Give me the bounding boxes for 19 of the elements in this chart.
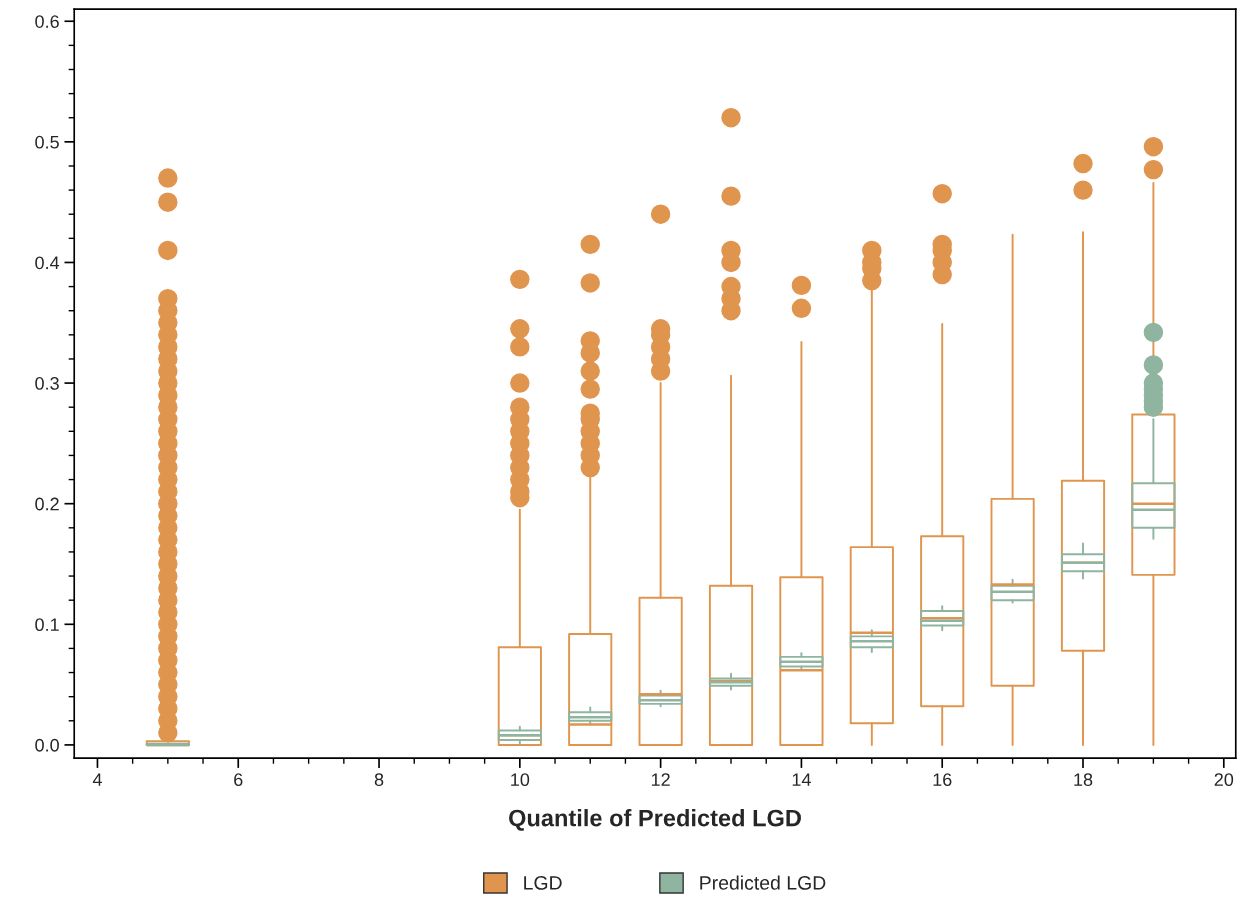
x-tick-label: 4 [92, 773, 102, 786]
x-tick-label: 14 [792, 773, 811, 786]
y-tick-label: 0.1 [35, 618, 59, 632]
x-tick-label: 16 [933, 773, 952, 787]
y-tick-label: 0.3 [35, 377, 59, 390]
y-tick-label: 0.4 [35, 256, 60, 270]
x-tick-label: 6 [234, 773, 243, 787]
x-axis-title: Quantile of Predicted LGD [509, 809, 801, 831]
x-tick-label: 20 [1214, 773, 1234, 787]
y-tick-label: 0.6 [35, 15, 59, 28]
x-tick-label: 10 [511, 773, 530, 787]
y-tick-label: 0.0 [35, 738, 59, 752]
y-tick-label: 0.2 [35, 497, 59, 511]
x-tick-label: 18 [1074, 773, 1093, 787]
x-tick-label: 8 [374, 773, 384, 787]
y-tick-label: 0.5 [35, 135, 59, 149]
legend-label: LGD [524, 875, 562, 890]
x-tick-label: 12 [651, 773, 670, 786]
legend-label: Predicted LGD [700, 875, 826, 890]
